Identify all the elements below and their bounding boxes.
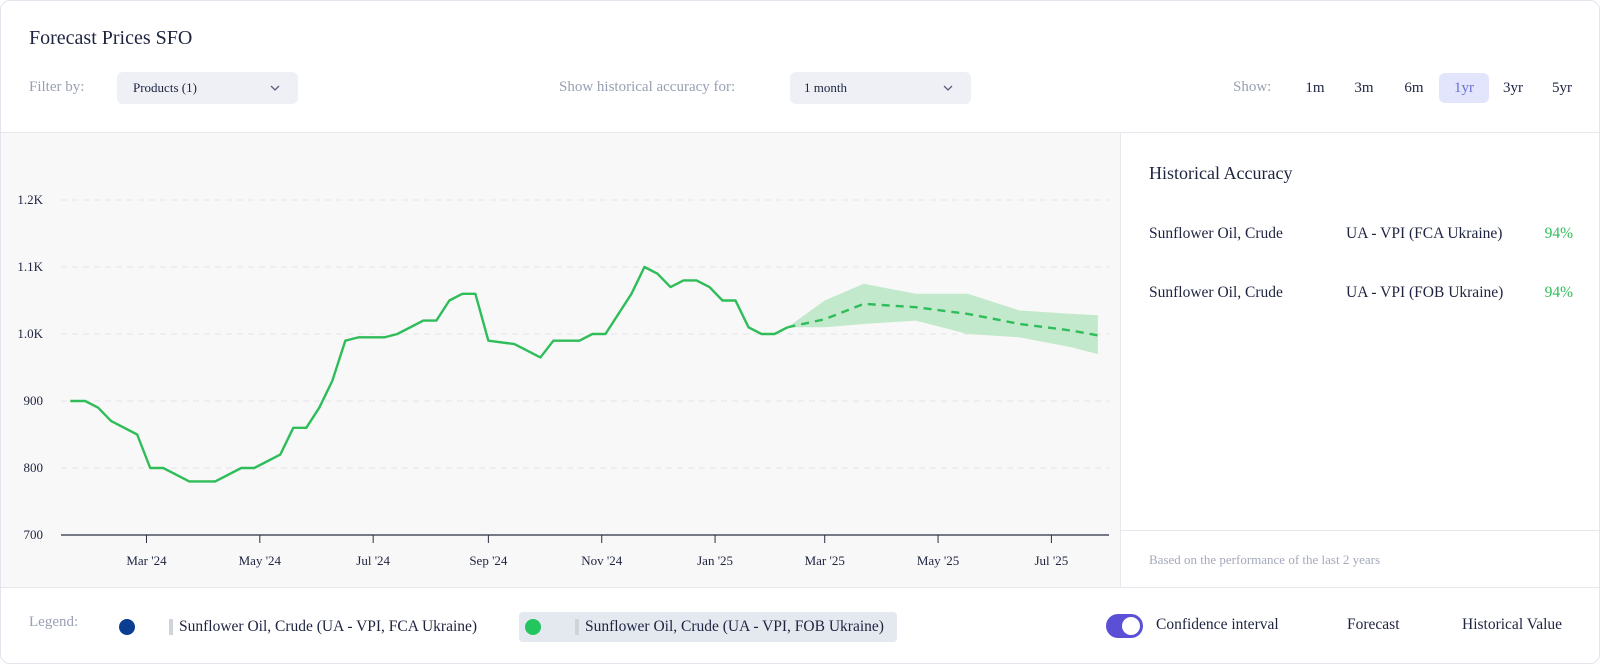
y-tick-label: 1.2K [17, 192, 43, 207]
accuracy-row-source: UA - VPI (FOB Ukraine) [1346, 284, 1504, 301]
legend-dot [119, 619, 135, 635]
x-tick-label: May '24 [239, 553, 282, 568]
legend-bar-mark [169, 619, 173, 635]
page-title: Forecast Prices SFO [29, 27, 193, 49]
forecast-legend-label[interactable]: Forecast [1347, 616, 1400, 633]
range-button-1yr[interactable]: 1yr [1439, 73, 1489, 103]
legend-bar-mark [575, 619, 579, 635]
y-tick-label: 1.0K [17, 326, 43, 341]
panel-separator [1121, 530, 1599, 531]
price-chart: 700 800 900 1.0K 1.1K 1.2K Mar '24 May '24 Jul '… [17, 192, 1109, 568]
x-tick-label: Jan '25 [697, 553, 733, 568]
y-tick-label: 800 [24, 460, 44, 475]
panel-divider [1120, 132, 1121, 587]
y-tick-label: 900 [24, 393, 44, 408]
legend-item-fob[interactable]: Sunflower Oil, Crude (UA - VPI, FOB Ukra… [519, 612, 897, 642]
products-filter-value: Products (1) [133, 80, 197, 95]
legend-item-fca[interactable]: Sunflower Oil, Crude (UA - VPI, FCA Ukra… [111, 612, 485, 642]
filter-label: Filter by: [29, 79, 85, 95]
range-button-3yr[interactable]: 3yr [1503, 79, 1523, 96]
historical-series-line [70, 265, 789, 483]
x-tick-label: Nov '24 [581, 553, 622, 568]
chevron-down-icon [270, 85, 280, 91]
products-filter-select[interactable]: Products (1) [117, 72, 298, 104]
accuracy-row-source: UA - VPI (FCA Ukraine) [1346, 225, 1503, 242]
historical-legend-label[interactable]: Historical Value [1462, 616, 1563, 633]
range-button-5yr[interactable]: 5yr [1552, 79, 1572, 96]
x-tick-label: Mar '24 [126, 553, 167, 568]
accuracy-row-value: 94% [1544, 225, 1573, 242]
y-tick-label: 700 [24, 527, 44, 542]
panel-note: Based on the performance of the last 2 y… [1149, 552, 1381, 567]
legend-series-label: Sunflower Oil, Crude (UA - VPI, FOB Ukra… [585, 618, 884, 635]
range-button-6m[interactable]: 6m [1404, 79, 1424, 96]
panel-title: Historical Accuracy [1149, 163, 1293, 183]
chevron-down-icon [943, 85, 953, 91]
accuracy-row-product: Sunflower Oil, Crude [1149, 225, 1283, 242]
accuracy-row-value: 94% [1544, 284, 1573, 301]
confidence-interval-toggle[interactable] [1106, 614, 1143, 638]
x-tick-label: May '25 [917, 553, 959, 568]
x-tick-label: Jul '24 [356, 553, 390, 568]
range-button-3m[interactable]: 3m [1354, 79, 1374, 96]
accuracy-label: Show historical accuracy for: [559, 79, 736, 95]
chart-area: 700 800 900 1.0K 1.1K 1.2K Mar '24 May '24 Jul '… [1, 133, 1120, 587]
show-label: Show: [1233, 79, 1272, 95]
accuracy-row-product: Sunflower Oil, Crude [1149, 284, 1283, 301]
range-button-1m[interactable]: 1m [1305, 79, 1325, 96]
legend-dot [525, 619, 541, 635]
legend-series-label: Sunflower Oil, Crude (UA - VPI, FCA Ukra… [179, 618, 478, 635]
legend-divider [1, 587, 1599, 588]
y-tick-label: 1.1K [17, 259, 43, 274]
forecast-series-line [787, 302, 1099, 337]
accuracy-period-value: 1 month [804, 80, 847, 95]
legend-label: Legend: [29, 614, 79, 630]
toggle-knob [1122, 617, 1140, 635]
header-divider [1, 132, 1599, 133]
x-tick-label: Mar '25 [805, 553, 845, 568]
confidence-interval-label: Confidence interval [1156, 616, 1279, 633]
confidence-band [787, 283, 1098, 355]
x-tick-label: Jul '25 [1035, 553, 1069, 568]
x-tick-label: Sep '24 [469, 553, 508, 568]
accuracy-period-select[interactable]: 1 month [790, 72, 971, 104]
